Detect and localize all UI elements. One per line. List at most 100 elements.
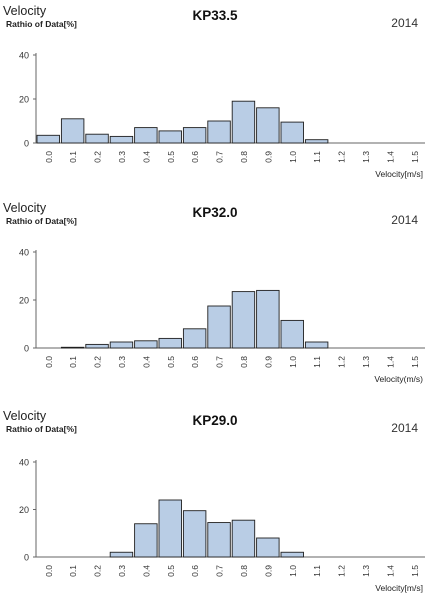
bar-0.4	[134, 127, 158, 144]
y-tick-label: 20	[19, 505, 29, 515]
x-tick-label: 0.2	[93, 565, 103, 577]
x-tick-label: 1.2	[337, 356, 347, 368]
y-tick-label: 0	[24, 553, 29, 563]
bar-0.3	[109, 135, 134, 144]
x-tick-label: 0.2	[93, 151, 103, 163]
bar-0.7	[207, 120, 231, 144]
chart-title: KP29.0	[192, 413, 237, 428]
y-tick-label: 40	[19, 458, 29, 468]
velocity-label: Velocity	[3, 409, 47, 423]
bar-0.4	[134, 340, 158, 349]
x-tick-label: 0.4	[141, 565, 151, 577]
x-tick-label: 0.8	[239, 151, 249, 163]
x-tick-label: 1.4	[385, 356, 395, 368]
x-tick-label: 0.4	[141, 151, 151, 163]
x-tick-label: 0.6	[190, 356, 200, 368]
x-axis-label: Velocity[m/s]	[375, 583, 423, 593]
x-tick-label: 0.3	[117, 151, 127, 163]
x-tick-label: 1.3	[361, 565, 371, 577]
bar-0.2	[85, 133, 109, 144]
bar-0.3	[109, 551, 134, 558]
y-tick-label: 0	[24, 344, 29, 354]
y-tick-label: 40	[19, 248, 29, 258]
x-tick-label: 1.1	[312, 565, 322, 577]
velocity-label: Velocity	[3, 201, 47, 215]
x-tick-label: 1.2	[337, 151, 347, 163]
velocity-label: Velocity	[3, 4, 47, 18]
x-tick-label: 1.1	[312, 356, 322, 368]
x-axis-label: Velocity(m/s)	[374, 374, 423, 384]
x-tick-label: 1.4	[385, 565, 395, 577]
y-axis-label: Rathio of Data[%]	[6, 216, 77, 226]
x-tick-label: 0.7	[215, 151, 225, 163]
x-tick-label: 1.0	[288, 356, 298, 368]
x-tick-label: 0.8	[239, 356, 249, 368]
x-tick-label: 1.2	[337, 565, 347, 577]
x-tick-label: 0.5	[166, 565, 176, 577]
bar-0.8	[231, 519, 256, 558]
y-axis-label: Rathio of Data[%]	[6, 19, 77, 29]
x-tick-label: 1.3	[361, 356, 371, 368]
x-tick-label: 0.3	[117, 356, 127, 368]
x-tick-label: 1.5	[410, 356, 420, 368]
x-tick-label: 1.1	[312, 151, 322, 163]
x-axis-label: Velocity[m/s]	[375, 169, 423, 179]
x-tick-label: 0.3	[117, 565, 127, 577]
y-tick-label: 20	[19, 95, 29, 105]
x-tick-label: 0.1	[68, 565, 78, 577]
bar-0.3	[109, 341, 134, 349]
x-tick-label: 1.4	[385, 151, 395, 163]
bar-1.0	[280, 121, 304, 144]
x-tick-label: 1.0	[288, 151, 298, 163]
x-tick-label: 0.1	[68, 356, 78, 368]
x-tick-label: 0.7	[215, 565, 225, 577]
bar-0.0	[36, 134, 60, 144]
bar-1.0	[280, 551, 304, 558]
bar-0.8	[231, 100, 256, 144]
x-tick-label: 0.0	[44, 356, 54, 368]
y-tick-label: 40	[19, 51, 29, 61]
x-tick-label: 0.0	[44, 151, 54, 163]
x-tick-label: 0.4	[141, 356, 151, 368]
x-tick-label: 0.5	[166, 356, 176, 368]
year-label: 2014	[391, 421, 418, 435]
x-tick-label: 0.8	[239, 565, 249, 577]
bar-0.7	[207, 522, 231, 558]
bar-0.6	[182, 510, 207, 558]
x-tick-label: 0.9	[263, 565, 273, 577]
chart-title: KP33.5	[192, 8, 238, 23]
x-tick-label: 0.9	[263, 151, 273, 163]
y-tick-label: 0	[24, 139, 29, 149]
x-tick-label: 0.6	[190, 151, 200, 163]
y-tick-label: 20	[19, 296, 29, 306]
y-axis-label: Rathio of Data[%]	[6, 424, 77, 434]
bar-0.9	[256, 107, 280, 144]
bar-0.5	[158, 499, 182, 558]
x-tick-label: 0.5	[166, 151, 176, 163]
bar-0.9	[256, 537, 280, 558]
bar-0.1	[60, 346, 85, 349]
x-tick-label: 1.3	[361, 151, 371, 163]
x-tick-label: 0.6	[190, 565, 200, 577]
bar-0.4	[134, 523, 158, 558]
bar-0.5	[158, 130, 182, 144]
x-tick-label: 0.0	[44, 565, 54, 577]
year-label: 2014	[391, 16, 418, 30]
bar-0.1	[60, 118, 85, 144]
bar-0.6	[182, 127, 207, 144]
x-tick-label: 1.5	[410, 565, 420, 577]
x-tick-label: 0.2	[93, 356, 103, 368]
bar-0.5	[158, 337, 182, 349]
bar-0.9	[256, 289, 280, 349]
x-tick-label: 0.1	[68, 151, 78, 163]
year-label: 2014	[391, 213, 418, 227]
bar-0.8	[231, 291, 256, 349]
bar-0.2	[85, 343, 109, 349]
x-tick-label: 0.7	[215, 356, 225, 368]
bar-0.6	[182, 328, 207, 349]
bar-1.1	[304, 139, 329, 144]
x-tick-label: 1.0	[288, 565, 298, 577]
